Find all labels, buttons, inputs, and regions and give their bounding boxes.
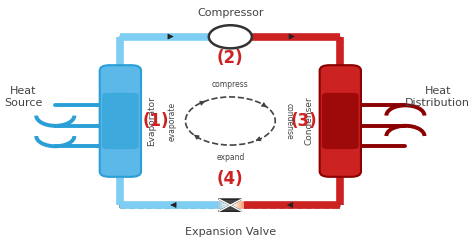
Text: condense: condense [284, 103, 293, 139]
Text: (4): (4) [217, 170, 244, 188]
Circle shape [209, 25, 252, 48]
Bar [120, 37, 340, 208]
Text: (1): (1) [143, 112, 170, 130]
Text: Evaporator: Evaporator [147, 96, 156, 146]
FancyBboxPatch shape [100, 65, 141, 177]
Text: expand: expand [216, 153, 245, 162]
FancyBboxPatch shape [322, 93, 359, 149]
Text: evaporate: evaporate [167, 101, 176, 141]
Text: compress: compress [212, 80, 249, 89]
Text: Heat
Source: Heat Source [4, 86, 42, 108]
FancyBboxPatch shape [319, 65, 361, 177]
Text: Expansion Valve: Expansion Valve [185, 227, 276, 237]
Polygon shape [219, 199, 242, 205]
Text: Condenser: Condenser [305, 97, 314, 145]
Text: Compressor: Compressor [197, 8, 264, 18]
Text: Heat
Distribution: Heat Distribution [405, 86, 470, 108]
Polygon shape [219, 205, 242, 211]
FancyBboxPatch shape [102, 93, 139, 149]
Text: (3): (3) [291, 112, 318, 130]
Text: (2): (2) [217, 49, 244, 68]
